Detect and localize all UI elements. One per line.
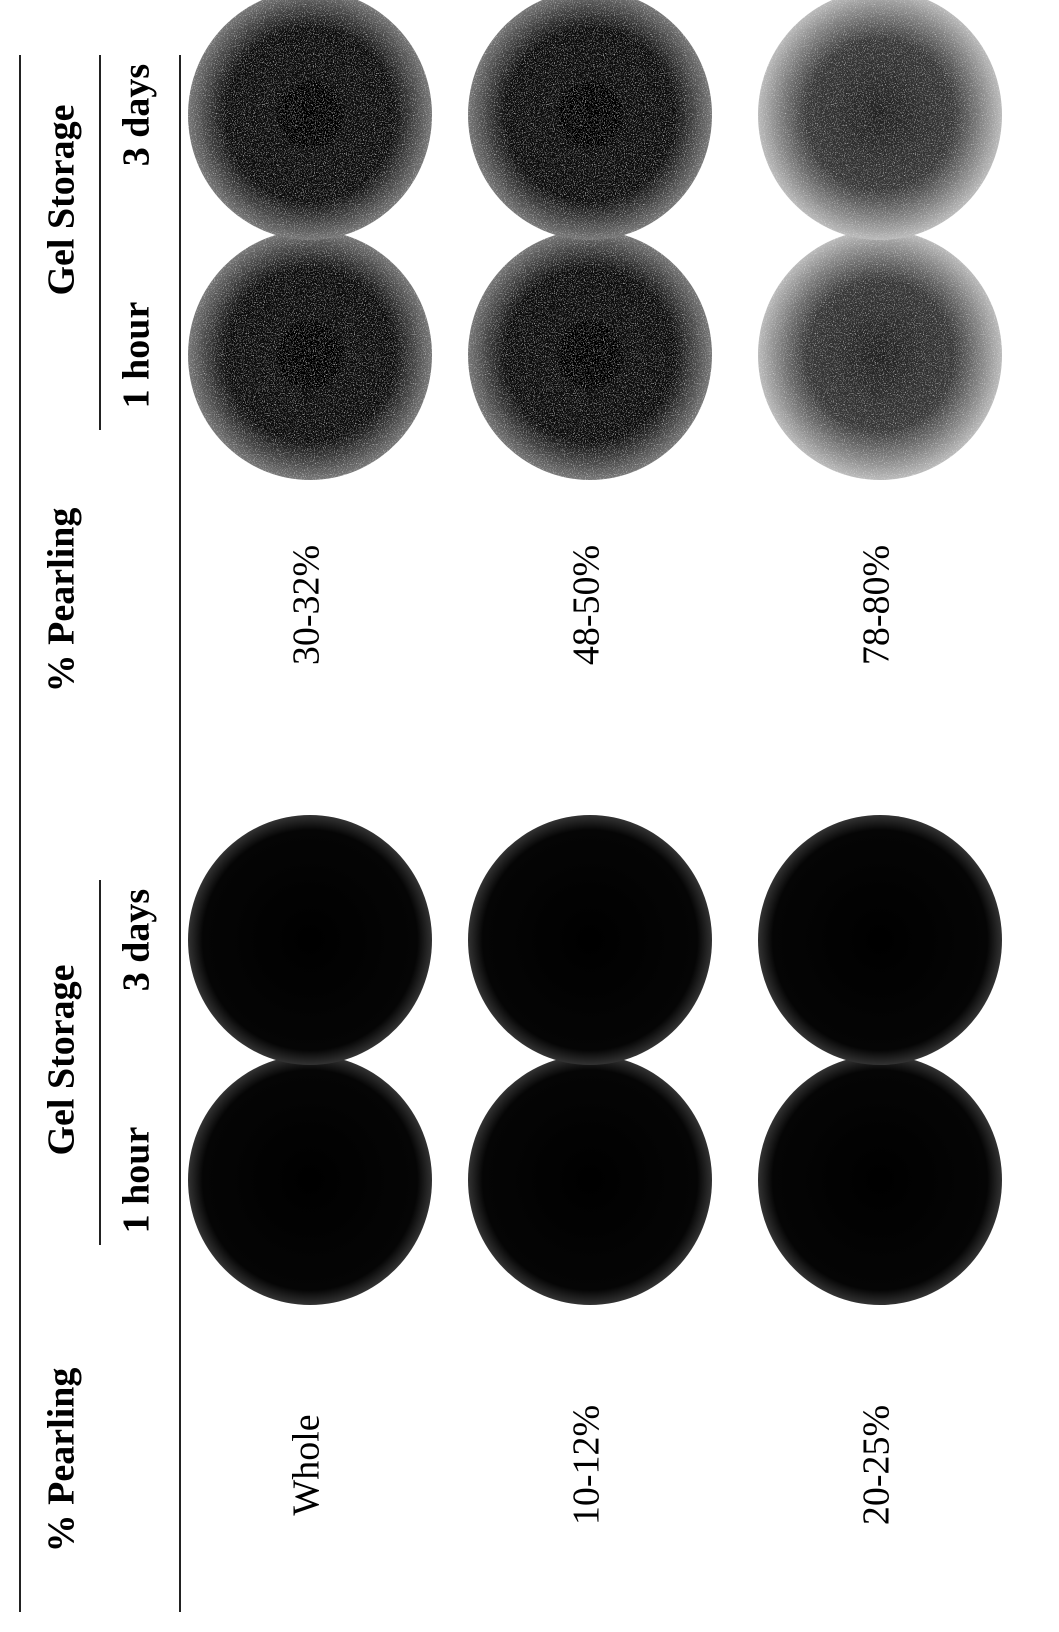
column-header: 1 hour: [116, 302, 158, 409]
figure: % Pearling Gel Storage 1 hour 3 days Whole 10…: [0, 0, 1059, 1627]
column-header: 3 days: [116, 64, 158, 166]
gel-sample: [468, 815, 712, 1065]
gel-sample: [758, 0, 1002, 240]
column-header: 3 days: [116, 889, 158, 991]
gel-storage-header: Gel Storage: [41, 104, 83, 295]
row-label: Whole: [286, 1414, 328, 1515]
column-header: 1 hour: [116, 1127, 158, 1234]
gel-sample: [468, 230, 712, 480]
pearling-header: % Pearling: [41, 1368, 83, 1553]
pearling-header: % Pearling: [41, 508, 83, 693]
gel-sample: [188, 0, 432, 240]
page: % Pearling Gel Storage 1 hour 3 days Whole 10…: [0, 0, 1059, 1627]
row-label: 78-80%: [856, 545, 898, 665]
row-label: 30-32%: [286, 545, 328, 665]
row-label: 10-12%: [566, 1405, 608, 1525]
gel-sample: [188, 815, 432, 1065]
gel-sample: [758, 1055, 1002, 1305]
gel-sample: [468, 0, 712, 240]
gel-sample: [188, 1055, 432, 1305]
row-label: 48-50%: [566, 545, 608, 665]
gel-sample: [758, 815, 1002, 1065]
gel-sample: [468, 1055, 712, 1305]
gel-sample: [758, 230, 1002, 480]
gel-storage-header: Gel Storage: [41, 964, 83, 1155]
row-label: 20-25%: [856, 1405, 898, 1525]
gel-sample: [188, 230, 432, 480]
